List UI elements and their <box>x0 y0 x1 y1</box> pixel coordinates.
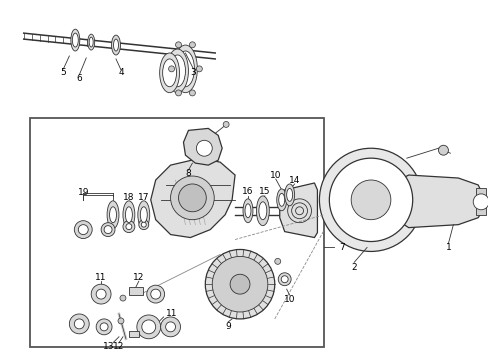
Ellipse shape <box>176 51 195 87</box>
Text: 5: 5 <box>61 68 66 77</box>
Ellipse shape <box>243 199 253 223</box>
Circle shape <box>351 180 391 220</box>
Text: 8: 8 <box>186 168 191 177</box>
Circle shape <box>178 184 206 212</box>
Circle shape <box>196 66 202 72</box>
Ellipse shape <box>245 204 251 218</box>
Polygon shape <box>183 129 222 165</box>
Text: 19: 19 <box>77 188 89 197</box>
Ellipse shape <box>104 226 112 234</box>
Circle shape <box>205 249 275 319</box>
Circle shape <box>473 194 489 210</box>
Ellipse shape <box>259 202 267 220</box>
Ellipse shape <box>112 35 121 55</box>
Circle shape <box>70 314 89 334</box>
Circle shape <box>100 323 108 331</box>
Text: 9: 9 <box>225 322 231 331</box>
Circle shape <box>161 317 180 337</box>
Text: 13: 13 <box>103 342 115 351</box>
Text: 12: 12 <box>133 273 145 282</box>
Circle shape <box>196 140 212 156</box>
Circle shape <box>91 284 111 304</box>
Polygon shape <box>151 158 235 238</box>
Circle shape <box>169 66 174 72</box>
Circle shape <box>190 42 196 48</box>
Ellipse shape <box>74 221 92 239</box>
Circle shape <box>175 42 181 48</box>
Circle shape <box>96 289 106 299</box>
Ellipse shape <box>78 225 88 235</box>
Circle shape <box>171 176 214 220</box>
Circle shape <box>142 320 156 334</box>
Text: 4: 4 <box>118 68 124 77</box>
Text: 18: 18 <box>123 193 135 202</box>
Ellipse shape <box>101 223 115 237</box>
Circle shape <box>223 121 229 127</box>
Ellipse shape <box>123 221 135 233</box>
Ellipse shape <box>110 207 117 223</box>
Ellipse shape <box>285 184 294 206</box>
Text: 11: 11 <box>96 273 107 282</box>
Ellipse shape <box>170 55 185 87</box>
Text: 10: 10 <box>270 171 282 180</box>
Ellipse shape <box>123 201 135 229</box>
Text: 2: 2 <box>351 263 357 272</box>
Text: 15: 15 <box>259 188 270 197</box>
Ellipse shape <box>173 45 197 93</box>
Bar <box>476 188 486 215</box>
Ellipse shape <box>256 196 270 226</box>
Circle shape <box>439 145 448 155</box>
Circle shape <box>329 158 413 242</box>
Bar <box>129 287 143 295</box>
Circle shape <box>275 258 281 264</box>
Circle shape <box>151 289 161 299</box>
Ellipse shape <box>114 39 119 51</box>
Ellipse shape <box>73 33 78 47</box>
Ellipse shape <box>126 224 132 230</box>
Circle shape <box>147 285 165 303</box>
Ellipse shape <box>167 49 189 93</box>
Text: 11: 11 <box>166 310 177 319</box>
Ellipse shape <box>107 201 119 229</box>
Ellipse shape <box>138 201 150 229</box>
Polygon shape <box>389 175 483 228</box>
Bar <box>129 331 139 337</box>
Bar <box>30 118 324 347</box>
Text: 7: 7 <box>339 243 345 252</box>
Circle shape <box>96 319 112 335</box>
Ellipse shape <box>287 188 293 201</box>
Text: 1: 1 <box>445 243 451 252</box>
Circle shape <box>120 295 126 301</box>
Ellipse shape <box>279 193 285 206</box>
Ellipse shape <box>139 220 149 230</box>
Text: 3: 3 <box>191 68 196 77</box>
Ellipse shape <box>277 189 287 211</box>
Ellipse shape <box>125 207 132 223</box>
Ellipse shape <box>281 276 288 283</box>
Text: 12: 12 <box>113 342 124 351</box>
Circle shape <box>137 315 161 339</box>
Text: 10: 10 <box>284 294 295 303</box>
Ellipse shape <box>71 29 80 51</box>
Ellipse shape <box>89 37 93 47</box>
Polygon shape <box>280 183 318 238</box>
Text: 16: 16 <box>242 188 254 197</box>
Circle shape <box>166 322 175 332</box>
Circle shape <box>118 318 124 324</box>
Circle shape <box>74 319 84 329</box>
Ellipse shape <box>88 34 95 50</box>
Ellipse shape <box>163 59 176 87</box>
Text: 14: 14 <box>289 176 300 185</box>
Circle shape <box>175 90 181 96</box>
Ellipse shape <box>160 53 179 93</box>
Circle shape <box>319 148 422 251</box>
Circle shape <box>230 274 250 294</box>
Circle shape <box>190 90 196 96</box>
Circle shape <box>212 256 268 312</box>
Text: 17: 17 <box>138 193 149 202</box>
Text: 6: 6 <box>76 74 82 83</box>
Ellipse shape <box>141 222 147 227</box>
Ellipse shape <box>278 273 291 286</box>
Ellipse shape <box>140 207 147 223</box>
